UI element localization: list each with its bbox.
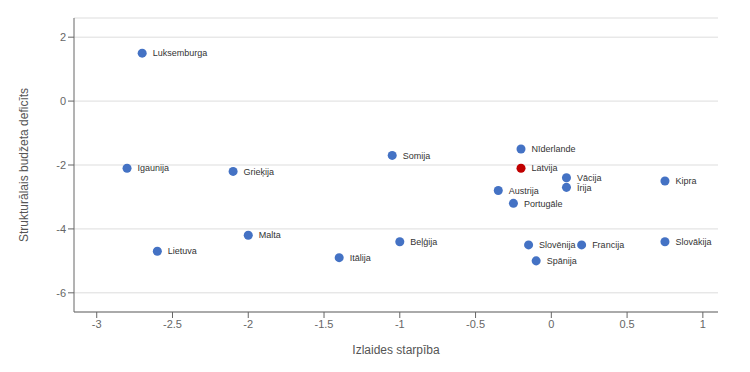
- svg-text:Itālija: Itālija: [350, 253, 371, 263]
- svg-text:Izlaides starpība: Izlaides starpība: [352, 343, 440, 357]
- svg-text:-0.5: -0.5: [466, 318, 485, 330]
- svg-text:Somija: Somija: [403, 151, 431, 161]
- svg-text:Latvija: Latvija: [532, 163, 558, 173]
- svg-text:0.5: 0.5: [619, 318, 634, 330]
- svg-text:Vācija: Vācija: [577, 173, 602, 183]
- svg-text:1: 1: [700, 318, 706, 330]
- svg-text:-2.5: -2.5: [163, 318, 182, 330]
- svg-text:-6: -6: [56, 287, 66, 299]
- svg-text:2: 2: [60, 31, 66, 43]
- svg-text:Austrija: Austrija: [509, 186, 539, 196]
- svg-text:0: 0: [548, 318, 554, 330]
- svg-text:-3: -3: [92, 318, 102, 330]
- svg-text:Lietuva: Lietuva: [168, 246, 197, 256]
- svg-text:Slovēnija: Slovēnija: [539, 240, 576, 250]
- svg-text:Portugāle: Portugāle: [524, 199, 563, 209]
- svg-text:Luksemburga: Luksemburga: [153, 48, 208, 58]
- svg-text:Slovākija: Slovākija: [675, 237, 711, 247]
- svg-text:Īrija: Īrija: [577, 183, 592, 193]
- svg-text:-4: -4: [56, 223, 66, 235]
- svg-text:Francija: Francija: [592, 240, 624, 250]
- svg-text:Igaunija: Igaunija: [138, 163, 170, 173]
- svg-text:-2: -2: [243, 318, 253, 330]
- svg-text:Grieķija: Grieķija: [244, 167, 275, 177]
- svg-text:Beļģija: Beļģija: [410, 237, 437, 247]
- svg-text:-1: -1: [395, 318, 405, 330]
- svg-text:Spānija: Spānija: [547, 256, 577, 266]
- svg-text:-1.5: -1.5: [315, 318, 334, 330]
- svg-text:-2: -2: [56, 159, 66, 171]
- svg-text:Malta: Malta: [259, 230, 281, 240]
- svg-text:Nīderlande: Nīderlande: [532, 144, 576, 154]
- svg-text:Kipra: Kipra: [675, 176, 696, 186]
- svg-text:Strukturālais budžeta deficīts: Strukturālais budžeta deficīts: [17, 88, 31, 242]
- svg-text:0: 0: [60, 95, 66, 107]
